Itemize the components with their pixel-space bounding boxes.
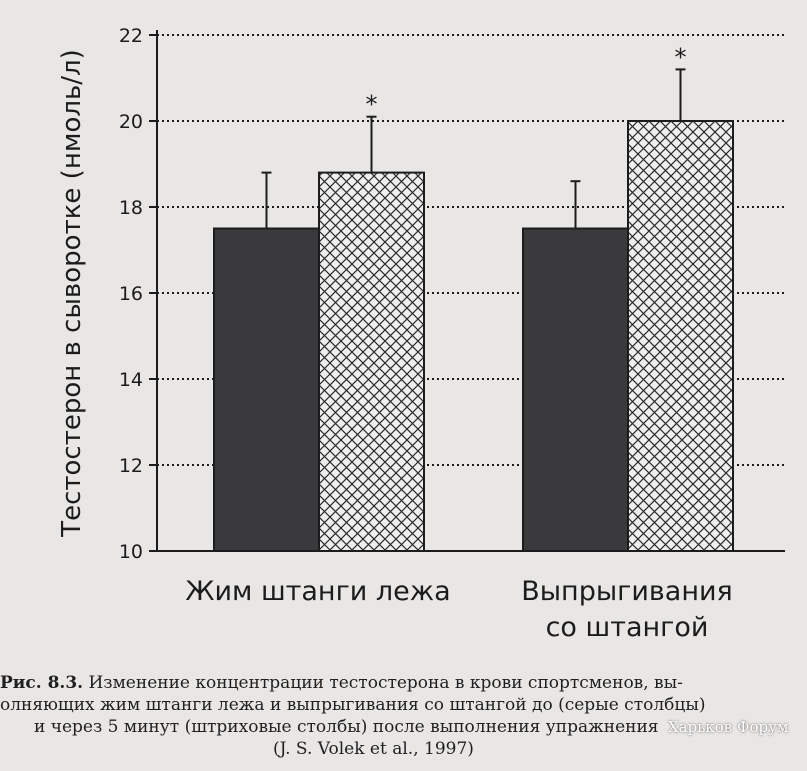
bar-after — [627, 120, 734, 552]
caption-line-1: Изменение концентрации тестостерона в кр… — [83, 673, 683, 693]
y-tick-label: 18 — [119, 197, 143, 219]
bar-before — [522, 227, 629, 552]
x-category-label: Жим штанги лежа — [185, 576, 450, 607]
caption-line-4: (J. S. Volek et al., 1997) — [273, 739, 474, 759]
figure-caption: Рис. 8.3. Изменение концентрации тестост… — [0, 672, 807, 760]
watermark: Харьков Форум — [668, 718, 789, 736]
y-tick-label: 20 — [119, 111, 143, 133]
significance-marker: * — [675, 43, 687, 71]
bars: ** — [213, 43, 734, 552]
caption-line-2: олняющих жим штанги лежа и выпрыгивания … — [0, 695, 706, 715]
y-ticks: 10 12 14 16 18 20 22 — [119, 25, 157, 563]
bar-before — [213, 227, 320, 552]
y-tick-label: 14 — [119, 369, 143, 391]
significance-marker: * — [366, 91, 378, 119]
y-tick-label: 12 — [119, 455, 143, 477]
y-tick-label: 16 — [119, 283, 143, 305]
caption-label: Рис. 8.3. — [0, 673, 84, 693]
bar-after — [318, 171, 425, 552]
y-tick-label: 10 — [119, 541, 143, 563]
caption-line-3: и через 5 минут (штриховые столбы) после… — [34, 717, 659, 737]
y-tick-label: 22 — [119, 25, 143, 47]
y-axis-label: Тестостерон в сыворотке (нмоль/л) — [57, 49, 87, 538]
x-category-labels: Жим штанги лежа Выпрыгивания со штангой — [185, 576, 732, 643]
x-category-label: Выпрыгивания со штангой — [521, 576, 733, 643]
